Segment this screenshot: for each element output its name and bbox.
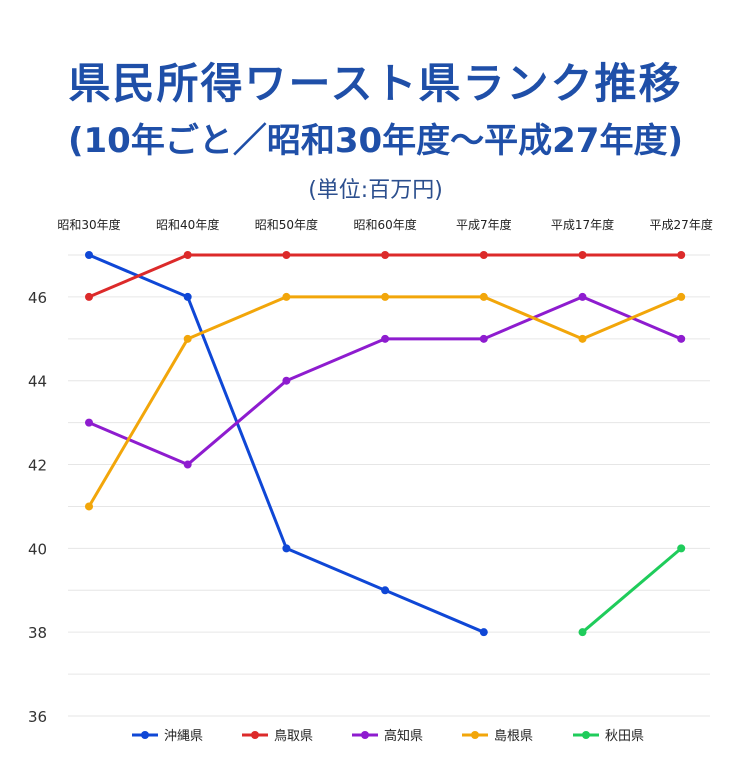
legend-item[interactable]: 島根県 xyxy=(462,729,533,744)
x-tick-label: 昭和30年度 xyxy=(57,217,120,232)
data-point xyxy=(381,251,390,259)
data-point xyxy=(183,460,192,469)
data-point xyxy=(381,334,390,343)
legend-item[interactable]: 秋田県 xyxy=(573,729,644,744)
y-tick-label: 40 xyxy=(28,540,47,558)
chart-subtitle: (10年ごと／昭和30年度〜平成27年度) xyxy=(67,121,684,161)
legend-label: 鳥取県 xyxy=(274,729,313,744)
y-tick-label: 42 xyxy=(28,457,47,475)
y-tick-label: 46 xyxy=(28,289,47,307)
unit-label: (単位:百万円) xyxy=(308,178,443,203)
data-point xyxy=(85,251,93,259)
data-point xyxy=(183,251,192,259)
data-point xyxy=(282,251,291,259)
legend-marker xyxy=(251,731,259,739)
legend[interactable]: 沖縄県 鳥取県 高知県 島根県 秋田県 xyxy=(132,728,644,744)
data-point xyxy=(282,544,291,553)
data-point xyxy=(479,292,488,301)
data-point xyxy=(578,628,587,637)
x-tick-label: 昭和40年度 xyxy=(156,217,219,232)
y-axis-labels: 36 38 40 42 44 46 xyxy=(28,289,47,726)
data-point xyxy=(578,292,587,301)
data-point xyxy=(479,251,488,259)
data-point xyxy=(183,292,192,301)
data-point xyxy=(381,292,390,301)
series-line xyxy=(88,253,682,299)
x-tick-label: 昭和50年度 xyxy=(255,217,318,232)
data-point xyxy=(282,292,291,301)
data-point xyxy=(677,292,686,301)
data-point xyxy=(85,502,93,511)
legend-label: 島根県 xyxy=(494,729,533,744)
series-line xyxy=(88,253,485,634)
data-point xyxy=(677,251,686,259)
legend-marker xyxy=(361,731,369,739)
data-point xyxy=(282,376,291,385)
y-tick-label: 38 xyxy=(28,624,47,642)
legend-item[interactable]: 沖縄県 xyxy=(132,729,203,744)
series-line xyxy=(581,547,683,634)
data-point xyxy=(381,586,390,595)
x-tick-label: 平成17年度 xyxy=(551,217,614,232)
series-秋田県 xyxy=(578,544,686,637)
y-tick-label: 36 xyxy=(28,708,47,726)
series-島根県 xyxy=(85,292,686,511)
series-鳥取県 xyxy=(85,251,686,301)
legend-marker xyxy=(582,731,590,739)
data-point xyxy=(85,418,93,427)
legend-marker xyxy=(471,731,479,739)
series-lines xyxy=(85,251,686,637)
data-point xyxy=(183,334,192,343)
legend-label: 高知県 xyxy=(384,728,423,744)
data-point xyxy=(578,334,587,343)
series-高知県 xyxy=(85,292,686,469)
data-point xyxy=(677,334,686,343)
x-tick-label: 平成7年度 xyxy=(456,217,512,232)
legend-label: 沖縄県 xyxy=(164,729,203,744)
x-axis-labels: 昭和30年度 昭和40年度 昭和50年度 昭和60年度 平成7年度 平成17年度 平成27年… xyxy=(57,217,712,232)
data-point xyxy=(578,251,587,259)
data-point xyxy=(677,544,686,553)
chart-title: 県民所得ワースト県ランク推移 xyxy=(68,59,683,108)
y-tick-label: 44 xyxy=(28,373,47,391)
series-沖縄県 xyxy=(85,251,488,637)
x-tick-label: 平成27年度 xyxy=(650,217,713,232)
legend-marker xyxy=(141,731,149,739)
series-line xyxy=(87,295,682,508)
x-tick-label: 昭和60年度 xyxy=(353,217,416,232)
data-point xyxy=(479,628,488,637)
legend-item[interactable]: 鳥取県 xyxy=(242,729,313,744)
data-point xyxy=(85,292,93,301)
legend-label: 秋田県 xyxy=(605,729,644,744)
data-point xyxy=(479,334,488,343)
legend-item[interactable]: 高知県 xyxy=(352,728,423,744)
